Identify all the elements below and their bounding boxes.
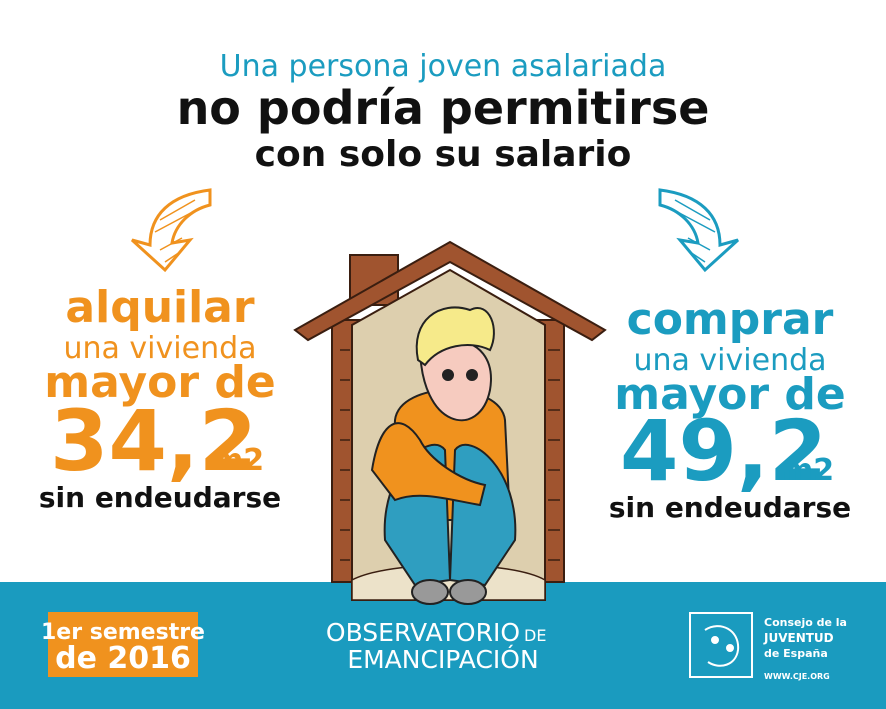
- left-amount: 34,2: [50, 392, 257, 490]
- left-comparison: mayor de: [44, 357, 275, 408]
- observatory-suffix: DE: [524, 626, 546, 645]
- left-object: una vivienda: [63, 331, 256, 366]
- observatory-line1: OBSERVATORIO: [326, 618, 520, 647]
- organization-url: WWW.CJE.ORG: [764, 672, 830, 681]
- right-comparison: mayor de: [614, 369, 845, 420]
- organization-logo: [689, 612, 753, 678]
- left-arrow: [130, 188, 212, 273]
- period-line1: 1er semestre: [41, 620, 205, 645]
- right-arrow: [658, 188, 740, 273]
- organization-line2: JUVENTUD: [763, 631, 834, 645]
- right-unit: m2: [782, 453, 834, 488]
- header-line1: Una persona joven asalariada: [220, 49, 667, 84]
- header-line2: no podría permitirse: [177, 81, 710, 135]
- organization-line1: Consejo de la: [764, 616, 847, 629]
- person: [370, 306, 517, 605]
- right-verb: comprar: [627, 294, 834, 345]
- observatory-line2: EMANCIPACIÓN: [347, 644, 538, 674]
- left-unit: m2: [212, 443, 264, 478]
- left-verb: alquilar: [65, 282, 254, 333]
- left-condition: sin endeudarse: [39, 481, 281, 514]
- organization-line3: de España: [764, 647, 828, 660]
- right-object: una vivienda: [633, 343, 826, 378]
- right-condition: sin endeudarse: [609, 491, 851, 524]
- period-line2: de 2016: [55, 641, 191, 676]
- header-line3: con solo su salario: [255, 134, 632, 175]
- right-amount: 49,2: [620, 402, 827, 500]
- period-badge: [48, 612, 198, 677]
